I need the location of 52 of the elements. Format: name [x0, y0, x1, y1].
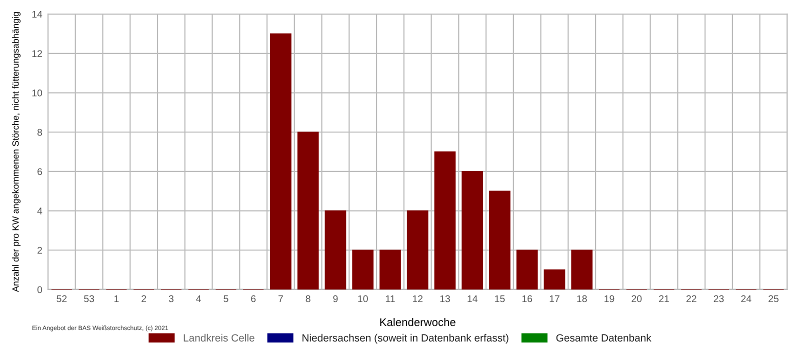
bar: [297, 132, 319, 290]
legend-label: Landkreis Celle: [184, 334, 254, 342]
x-tick-label: 53: [84, 295, 94, 302]
x-tick-label: 22: [686, 295, 696, 302]
x-tick-label: 2: [142, 295, 146, 302]
x-tick-label: 25: [768, 295, 779, 302]
bar: [434, 151, 456, 290]
x-tick-label: 20: [632, 295, 642, 302]
bar: [324, 210, 346, 290]
y-tick-label: 14: [32, 10, 42, 18]
legend-label: Gesamte Datenbank: [556, 334, 652, 342]
y-tick-label: 8: [37, 128, 42, 136]
bar: [352, 250, 374, 290]
x-tick-label: 6: [251, 295, 256, 302]
y-tick-label: 12: [32, 50, 42, 57]
bar: [544, 269, 566, 290]
x-tick-label: 14: [468, 295, 478, 302]
y-tick-label: 0: [37, 286, 42, 294]
x-tick-label: 13: [440, 295, 450, 302]
x-tick-label: 5: [224, 295, 228, 302]
x-tick-label: 1: [114, 295, 119, 302]
bar: [489, 190, 510, 290]
x-tick-label: 19: [604, 295, 614, 302]
x-tick-label: 7: [278, 295, 283, 302]
x-axis-title: Kalenderwoche: [380, 318, 456, 326]
bar: [462, 171, 484, 290]
bar: [406, 210, 428, 290]
x-tick-label: 15: [495, 295, 505, 302]
bar: [270, 33, 292, 290]
x-tick-label: 10: [358, 295, 368, 302]
x-tick-label: 17: [550, 295, 560, 302]
x-tick-label: 21: [659, 295, 669, 302]
y-tick-label: 6: [38, 168, 42, 176]
bar: [571, 250, 593, 290]
x-tick-label: 4: [196, 295, 201, 302]
x-tick-label: 9: [333, 295, 338, 302]
y-tick-label: 2: [38, 246, 42, 254]
x-tick-label: 23: [714, 295, 724, 302]
y-tick-label: 10: [32, 90, 42, 96]
x-tick-label: 8: [306, 295, 310, 302]
y-axis-title: Anzahl der pro KW angekommenen Störche, nicht fütterungsabhängig: [12, 12, 21, 292]
y-tick-label: 4: [37, 208, 42, 214]
x-tick-label: 11: [386, 295, 395, 302]
bar: [380, 250, 401, 290]
x-tick-label: 18: [577, 295, 587, 302]
bar: [516, 250, 538, 290]
x-tick-label: 24: [741, 295, 752, 302]
legend-label: Niedersachsen (soweit in Datenbank erfasst): [302, 334, 508, 344]
x-tick-label: 52: [56, 295, 67, 302]
x-tick-label: 3: [168, 295, 174, 302]
x-tick-label: 16: [522, 295, 532, 302]
x-tick-label: 12: [412, 295, 423, 302]
